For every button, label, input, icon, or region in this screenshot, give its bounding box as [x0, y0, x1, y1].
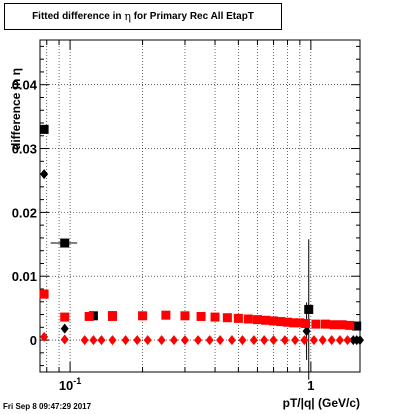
y-tick-label: 0.04 [12, 78, 38, 93]
data-point-square [329, 320, 339, 330]
chart-title: Fitted difference in η for Primary Rec A… [4, 3, 282, 30]
data-point-diamond [291, 335, 300, 346]
data-point-square [269, 316, 279, 326]
data-point-diamond [343, 335, 352, 346]
data-point-diamond [40, 331, 49, 342]
data-point-diamond [327, 335, 336, 346]
data-point-square [261, 315, 271, 325]
data-point-diamond [260, 335, 269, 346]
data-point-square [107, 311, 117, 321]
data-point-square [39, 289, 49, 299]
data-point-diamond [97, 335, 106, 346]
data-point-square [300, 318, 310, 328]
data-point-square [196, 311, 206, 321]
data-point-square [60, 238, 70, 248]
data-point-square [283, 317, 293, 327]
data-point-diamond [60, 334, 69, 345]
data-marks [39, 124, 364, 380]
data-point-diamond [180, 335, 189, 346]
data-point-diamond [40, 169, 49, 180]
data-point-square [337, 320, 347, 330]
data-point-diamond [309, 335, 318, 346]
data-point-diamond [60, 323, 69, 334]
data-point-diamond [269, 335, 278, 346]
data-point-diamond [205, 335, 214, 346]
x-tick-label: 10-1 [59, 376, 81, 393]
data-point-square [352, 321, 362, 331]
data-point-square [180, 311, 190, 321]
data-point-diamond [280, 335, 289, 346]
data-point-diamond [89, 335, 98, 346]
data-point-square [84, 311, 94, 321]
data-point-square [311, 319, 321, 329]
data-point-diamond [335, 335, 344, 346]
data-point-diamond [300, 335, 309, 346]
title-symbol: η [124, 10, 131, 23]
data-point-square [161, 310, 171, 320]
y-tick-label: 0.03 [12, 142, 37, 157]
x-tick-label: 1 [307, 378, 314, 393]
data-point-square [276, 317, 286, 327]
data-point-diamond [121, 335, 130, 346]
data-point-diamond [356, 335, 364, 346]
axes: 0 0.01 0.02 0.03 0.04 10-1 1 [12, 40, 360, 393]
y-tick-label: 0.01 [12, 269, 37, 284]
data-point-square [345, 320, 355, 330]
data-point-diamond [108, 335, 117, 346]
data-point-diamond [194, 335, 203, 346]
data-point-square [39, 124, 49, 134]
data-point-diamond [227, 335, 236, 346]
y-axis-label: difference in η [9, 67, 23, 150]
data-point-diamond [302, 326, 311, 337]
data-point-diamond [216, 335, 225, 346]
timestamp: Fri Sep 8 09:47:29 2017 [3, 402, 92, 411]
data-point-diamond [133, 335, 142, 346]
data-point-square [210, 312, 220, 322]
data-point-diamond [143, 335, 152, 346]
data-point-square [233, 313, 243, 323]
data-point-diamond [318, 335, 327, 346]
data-point-diamond [80, 335, 89, 346]
x-axis-label: pT/|q| (GeV/c) [282, 396, 360, 410]
y-tick-label: 0 [30, 333, 37, 348]
data-point-diamond [249, 335, 258, 346]
data-point-diamond [238, 335, 247, 346]
title-suffix: for Primary Rec All EtapT [133, 11, 254, 22]
data-point-square [60, 312, 70, 322]
title-prefix: Fitted difference in [32, 11, 122, 22]
data-point-square [138, 311, 148, 321]
data-point-square [295, 318, 305, 328]
data-point-square [320, 319, 330, 329]
data-point-square [252, 315, 262, 325]
y-tick-label: 0.02 [12, 205, 37, 220]
data-point-diamond [157, 335, 166, 346]
data-point-square [243, 314, 253, 324]
data-point-diamond [169, 335, 178, 346]
data-point-square [289, 318, 299, 328]
data-point-square [304, 304, 314, 314]
data-point-square [222, 313, 232, 323]
